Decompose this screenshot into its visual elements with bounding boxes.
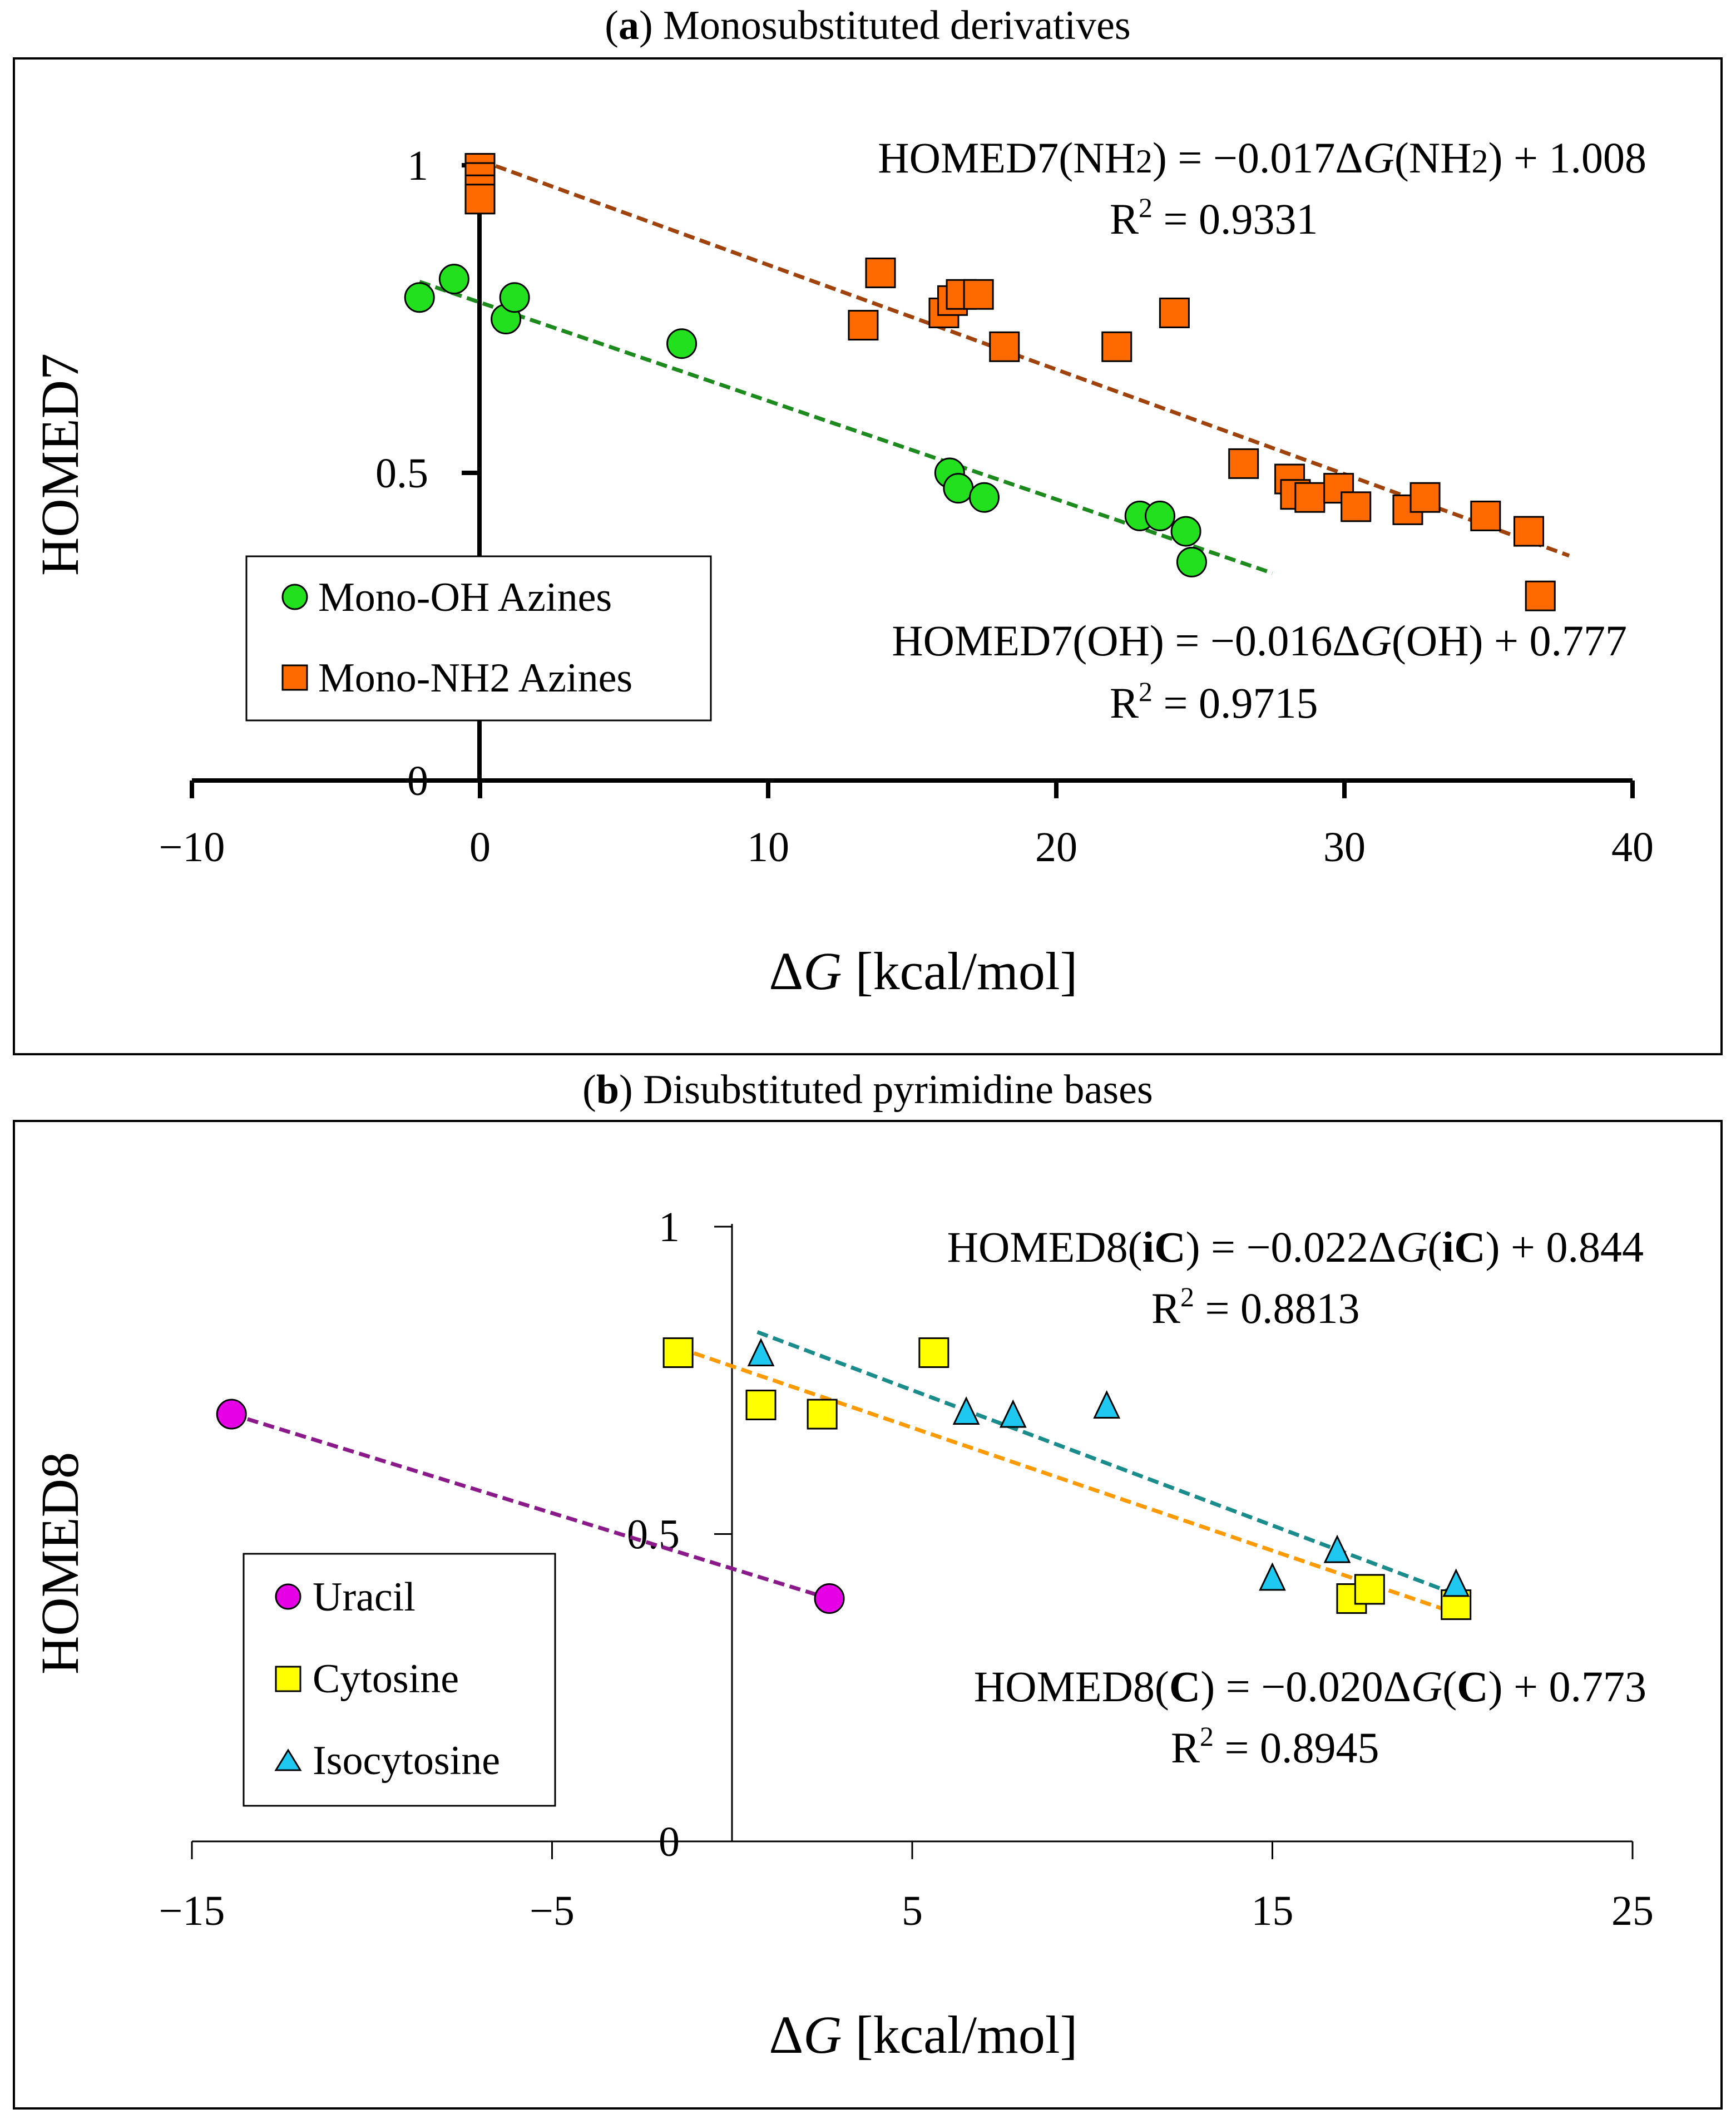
point-isocytosine	[952, 1396, 980, 1425]
equation-oh: HOMED7(OH) = −0.016ΔG(OH) + 0.777	[892, 616, 1627, 665]
legend-oh-marker	[281, 584, 308, 610]
b-x-tick-label: 25	[1611, 1888, 1654, 1934]
b-trendline-cytosine	[677, 1346, 1461, 1617]
panel-a-plot: −10 0 10 20 30 40 0 0.5 1	[159, 142, 1654, 871]
point-mono-nh2-azines	[848, 310, 879, 341]
point-mono-oh-azines	[1170, 516, 1201, 547]
point-mono-oh-azines	[969, 482, 1000, 513]
point-mono-nh2-azines	[1228, 448, 1259, 479]
panel-b-legend: Uracil Cytosine Isocytosine	[243, 1553, 556, 1807]
r2-c: R2 = 0.8945	[1171, 1721, 1379, 1772]
point-mono-nh2-azines	[1514, 516, 1545, 547]
legend-uracil-marker	[275, 1583, 301, 1610]
point-isocytosine	[1259, 1562, 1286, 1591]
a-y-tick-label: 0	[407, 758, 428, 804]
point-isocytosine	[1323, 1534, 1351, 1563]
point-isocytosine	[999, 1399, 1027, 1428]
point-mono-oh-azines	[1144, 500, 1175, 531]
point-mono-nh2-azines	[1470, 500, 1501, 531]
a-x-tick-label: 30	[1323, 824, 1366, 871]
point-mono-oh-azines	[666, 328, 698, 359]
point-mono-nh2-azines	[464, 184, 496, 215]
a-y-tick-label: 0.5	[375, 450, 428, 497]
r2-ic: R2 = 0.8813	[1151, 1281, 1360, 1332]
b-trendline-isocytosine	[756, 1330, 1461, 1598]
point-mono-nh2-azines	[1159, 297, 1190, 328]
point-mono-oh-azines	[438, 264, 469, 295]
a-x-tick-label: 40	[1611, 824, 1654, 871]
point-mono-nh2-azines	[1525, 580, 1556, 611]
a-x-tick-label: 20	[1035, 824, 1077, 871]
point-cytosine	[745, 1389, 776, 1420]
point-mono-oh-azines	[943, 473, 974, 504]
point-mono-oh-azines	[1176, 546, 1207, 577]
point-mono-oh-azines	[499, 282, 530, 313]
point-mono-nh2-azines	[989, 331, 1020, 362]
a-x-tick-label: −10	[159, 824, 225, 871]
point-cytosine	[918, 1337, 949, 1369]
panel-a-title: (a) Monosubstituted derivatives	[605, 3, 1130, 48]
point-mono-nh2-azines	[1101, 331, 1132, 362]
point-mono-nh2-azines	[963, 279, 994, 310]
panel-b-title: (b) Disubstituted pyrimidine bases	[582, 1067, 1153, 1113]
b-x-tick-label: 5	[902, 1888, 923, 1934]
equation-nh2: HOMED7(NH2) = −0.017ΔG(NH2) + 1.008	[878, 134, 1646, 182]
point-isocytosine	[1442, 1568, 1470, 1597]
b-y-tick-label: 1	[659, 1204, 680, 1251]
b-y-tick-label: 0	[659, 1819, 680, 1865]
point-isocytosine	[1093, 1390, 1121, 1419]
legend-nh2-marker	[281, 664, 308, 691]
r2-oh: R2 = 0.9715	[1110, 676, 1318, 727]
a-y-tick-label: 1	[407, 142, 428, 189]
legend-cytosine-marker	[275, 1666, 301, 1692]
point-mono-nh2-azines	[1409, 482, 1441, 513]
point-mono-oh-azines	[404, 282, 435, 313]
r2-nh2: R2 = 0.9331	[1110, 192, 1318, 243]
legend-isocytosine-marker	[274, 1748, 302, 1771]
legend-uracil-label: Uracil	[313, 1574, 416, 1620]
panel-a-ylabel: HOMED7	[30, 353, 90, 576]
panel-b-xlabel: ΔG [kcal/mol]	[769, 2005, 1078, 2064]
point-uracil	[216, 1399, 247, 1430]
b-trendline-uracil	[231, 1412, 830, 1601]
point-isocytosine	[747, 1338, 775, 1367]
panel-b-ylabel: HOMED8	[30, 1452, 90, 1674]
panel-b-frame	[13, 1120, 1723, 2110]
point-cytosine	[662, 1337, 694, 1369]
equation-c: HOMED8(C) = −0.020ΔG(C) + 0.773	[974, 1662, 1646, 1711]
panel-a-frame	[13, 57, 1723, 1055]
a-x-tick-label: 0	[469, 824, 491, 871]
b-x-tick-label: −15	[159, 1888, 225, 1934]
a-trendline-mono-nh2-azines	[479, 158, 1570, 558]
legend-nh2-label: Mono-NH2 Azines	[318, 655, 632, 701]
panel-a-axes: −10 0 10 20 30 40 0 0.5 1	[159, 142, 1654, 871]
point-mono-nh2-azines	[865, 258, 896, 289]
panel-a-xlabel: ΔG [kcal/mol]	[769, 941, 1078, 1001]
legend-cytosine-label: Cytosine	[313, 1656, 459, 1702]
point-cytosine	[1354, 1574, 1385, 1605]
panel-b-points	[216, 1337, 1472, 1621]
panel-a-points	[404, 153, 1556, 611]
b-x-tick-label: 15	[1252, 1888, 1294, 1934]
point-uracil	[814, 1583, 845, 1614]
point-mono-nh2-azines	[1294, 482, 1326, 513]
a-x-tick-label: 10	[747, 824, 789, 871]
panel-a-legend: Mono-OH Azines Mono-NH2 Azines	[245, 555, 712, 722]
b-x-tick-label: −5	[530, 1888, 575, 1934]
legend-oh-label: Mono-OH Azines	[318, 575, 612, 620]
point-mono-nh2-azines	[1341, 491, 1372, 522]
point-cytosine	[807, 1399, 838, 1430]
legend-isocytosine-label: Isocytosine	[313, 1738, 500, 1784]
equation-ic: HOMED8(iC) = −0.022ΔG(iC) + 0.844	[947, 1223, 1644, 1271]
